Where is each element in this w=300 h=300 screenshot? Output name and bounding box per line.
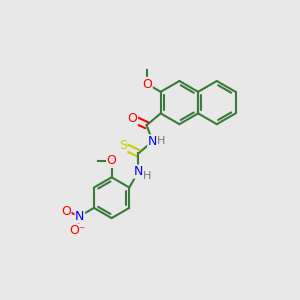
Text: S: S: [119, 140, 127, 152]
Text: N: N: [148, 135, 157, 148]
Text: H: H: [158, 136, 166, 146]
Text: N: N: [75, 210, 85, 223]
Text: N: N: [134, 165, 143, 178]
Text: H: H: [143, 171, 152, 181]
Text: O: O: [142, 77, 152, 91]
Text: O⁻: O⁻: [69, 224, 85, 237]
Text: O: O: [61, 205, 71, 218]
Text: O: O: [128, 112, 137, 125]
Text: O: O: [107, 154, 117, 167]
